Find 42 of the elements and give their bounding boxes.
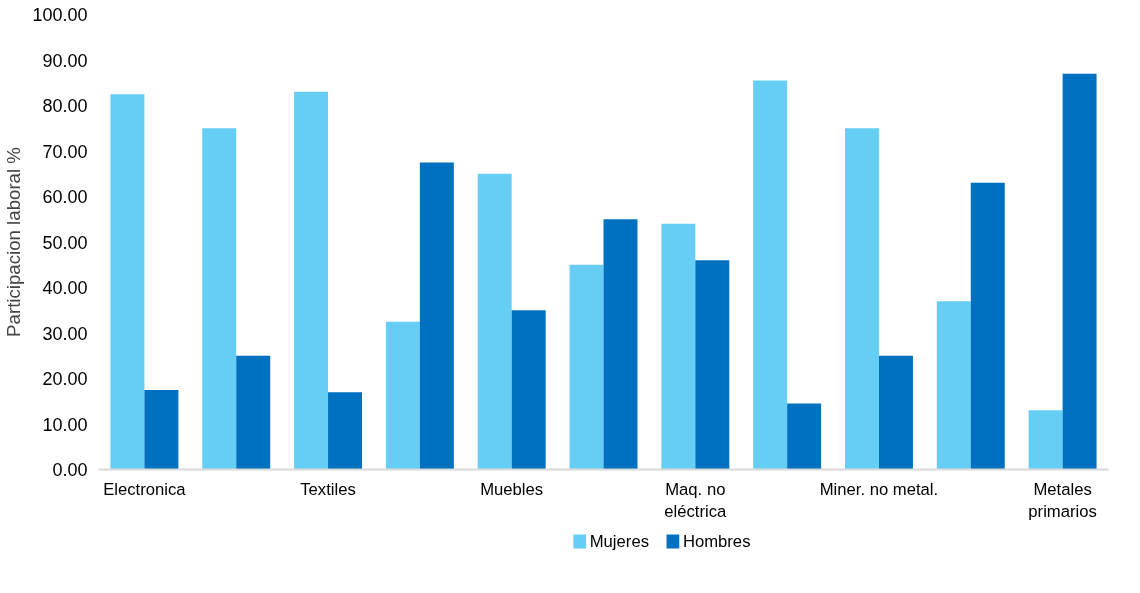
bar [753,80,788,470]
x-tick-label: Maq. no eléctrica [664,479,728,522]
x-tick-label: Muebles [480,479,544,499]
y-tick-label: 90.00 [42,50,88,71]
x-tick-label: Metales primarios [1028,479,1097,522]
bar [511,310,546,470]
bar [661,223,696,470]
legend-label: Hombres [682,532,751,551]
bar [236,355,271,470]
y-axis-title: Participacion laboral % [3,147,25,337]
bar [1062,73,1097,470]
bar [970,182,1005,470]
bar [110,94,145,470]
y-tick-label: 80.00 [42,96,88,116]
y-tick-label: 10.00 [42,414,88,435]
bar [294,91,329,470]
bar [385,321,420,470]
bar [787,403,822,470]
x-tick-label: Miner. no metal. [819,479,939,499]
bar [695,260,730,470]
x-tick-label: Textiles [300,479,356,499]
y-tick-label: 70.00 [42,141,88,162]
bar [603,219,638,470]
bar [1028,410,1063,470]
bar [328,392,363,470]
y-tick-label: 100.00 [32,5,88,25]
bar [419,162,454,470]
y-tick-label: 30.00 [42,323,88,344]
legend-label: Mujeres [589,532,649,551]
y-tick-label: 60.00 [42,187,88,207]
bar [878,355,913,470]
bar [477,173,512,470]
y-tick-label: 0.00 [52,460,88,480]
y-tick-label: 20.00 [42,369,88,389]
bar [569,264,604,470]
bar [844,128,879,470]
bar [936,301,971,470]
y-tick-label: 40.00 [42,278,88,298]
bar [144,389,179,470]
y-tick-label: 50.00 [42,232,88,253]
bar [202,128,237,470]
x-tick-label: Electronica [103,479,187,499]
